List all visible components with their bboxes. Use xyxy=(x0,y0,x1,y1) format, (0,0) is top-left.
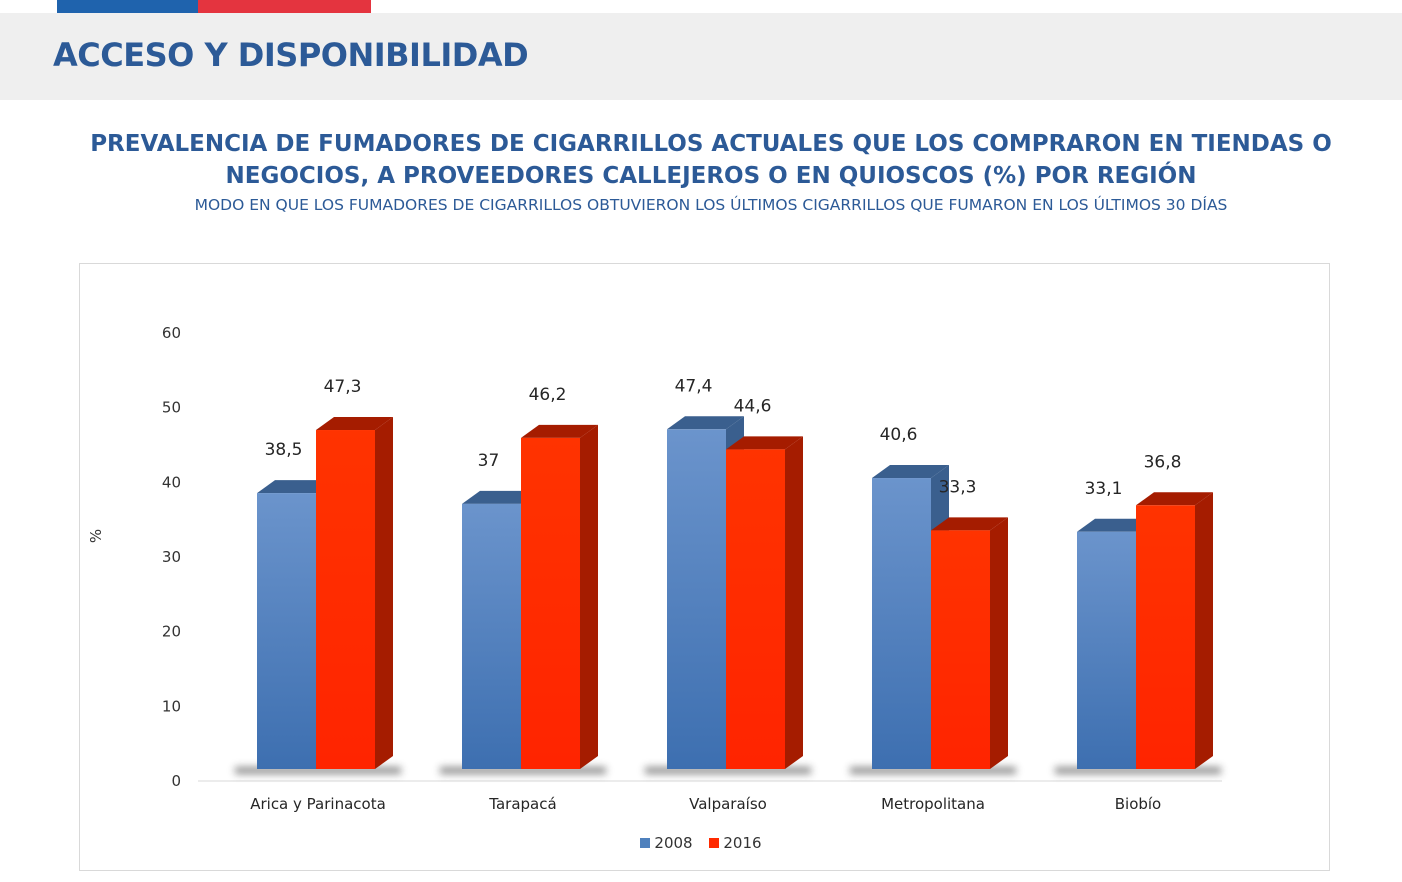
y-tick-label: 20 xyxy=(162,623,181,641)
x-tick-label: Valparaíso xyxy=(689,795,767,813)
legend-swatch-2016 xyxy=(709,838,720,848)
y-tick-label: 50 xyxy=(162,399,181,417)
bar-side-2016-2 xyxy=(785,436,803,769)
legend-item-2016: 2016 xyxy=(709,834,762,852)
legend-label-2016: 2016 xyxy=(723,834,762,852)
y-axis-label: % xyxy=(87,529,105,543)
y-tick-label: 0 xyxy=(171,772,181,790)
data-label-2016-2: 44,6 xyxy=(734,396,772,416)
flag-stripe-red xyxy=(198,0,371,13)
legend-swatch-2008 xyxy=(640,838,651,848)
bar-shadow xyxy=(1055,767,1221,774)
flag-stripe-blue xyxy=(57,0,198,13)
data-label-2016-3: 33,3 xyxy=(939,477,977,497)
data-label-2016-0: 47,3 xyxy=(324,377,362,397)
y-tick-label: 10 xyxy=(162,697,181,715)
data-label-2008-1: 37 xyxy=(478,451,500,471)
bar-side-2016-1 xyxy=(580,424,598,769)
bar-top-2016-4 xyxy=(1136,492,1213,506)
bar-2016-4 xyxy=(1136,505,1195,769)
chart-title: PREVALENCIA DE FUMADORES DE CIGARRILLOS … xyxy=(90,131,1332,189)
bar-side-2016-3 xyxy=(990,517,1008,769)
bar-2008-0 xyxy=(257,493,316,769)
bar-2016-2 xyxy=(726,449,785,769)
chart-subtitle: MODO EN QUE LOS FUMADORES DE CIGARRILLOS… xyxy=(194,196,1228,214)
bar-top-2008-3 xyxy=(872,465,949,479)
data-label-2016-1: 46,2 xyxy=(529,385,567,405)
legend-item-2008: 2008 xyxy=(640,834,693,852)
bar-2008-1 xyxy=(462,503,521,769)
bar-2008-4 xyxy=(1077,531,1136,769)
bar-shadow xyxy=(235,767,401,774)
y-tick-label: 60 xyxy=(162,324,181,342)
bar-side-2016-4 xyxy=(1195,492,1213,769)
bar-top-2016-2 xyxy=(726,436,803,450)
bar-shadow xyxy=(850,767,1016,774)
bar-top-2016-3 xyxy=(931,517,1008,531)
data-label-2008-3: 40,6 xyxy=(880,425,918,445)
legend: 2008 2016 xyxy=(0,834,1402,852)
data-label-2016-4: 36,8 xyxy=(1144,452,1182,472)
y-tick-label: 40 xyxy=(162,473,181,491)
bar-top-2008-0 xyxy=(257,480,334,494)
bar-2008-2 xyxy=(667,429,726,769)
legend-label-2008: 2008 xyxy=(654,834,693,852)
page-title: ACCESO Y DISPONIBILIDAD xyxy=(53,36,529,74)
header-band xyxy=(0,13,1402,100)
data-label-2008-4: 33,1 xyxy=(1085,479,1123,499)
bar-2016-0 xyxy=(316,430,375,769)
y-tick-label: 30 xyxy=(162,548,181,566)
bar-top-2008-4 xyxy=(1077,518,1154,532)
data-label-2008-2: 47,4 xyxy=(675,376,713,396)
bar-top-2016-0 xyxy=(316,417,393,431)
bar-2016-3 xyxy=(931,530,990,769)
x-tick-label: Tarapacá xyxy=(488,795,556,813)
bar-top-2008-2 xyxy=(667,416,744,430)
x-tick-label: Arica y Parinacota xyxy=(250,795,386,813)
bar-2016-1 xyxy=(521,437,580,769)
bar-side-2016-0 xyxy=(375,417,393,769)
bar-2008-3 xyxy=(872,478,931,769)
x-tick-label: Metropolitana xyxy=(881,795,985,813)
data-label-2008-0: 38,5 xyxy=(265,440,303,460)
bar-top-2016-1 xyxy=(521,424,598,438)
bar-shadow xyxy=(440,767,606,774)
bar-shadow xyxy=(645,767,811,774)
bar-top-2008-1 xyxy=(462,490,539,504)
x-tick-label: Biobío xyxy=(1115,795,1162,813)
